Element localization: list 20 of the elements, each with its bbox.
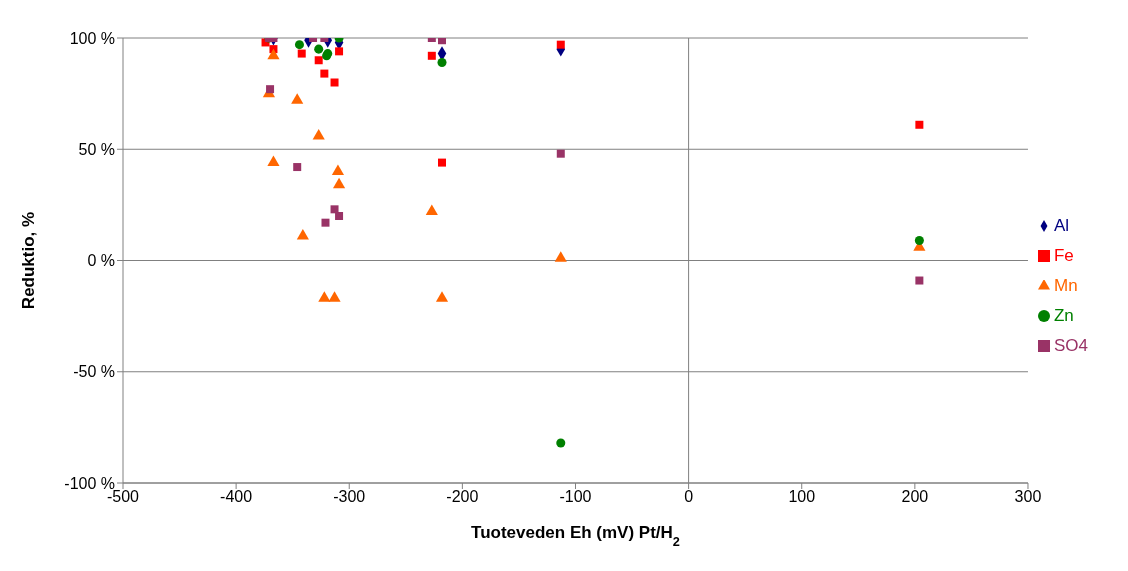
x-axis-title: Tuoteveden Eh (mV) Pt/H$_{2}$ [471,523,680,549]
y-tick-label: 0 % [87,252,115,270]
legend-label: Fe [1053,245,1074,265]
y-axis-title: Reduktio, % [19,211,39,310]
x-tick-label: 100 [788,488,816,506]
y-tick-label: -50 % [73,363,115,381]
y-tick-label: 50 % [78,140,115,158]
x-tick-label: -400 [220,488,253,506]
x-tick-label: 300 [1014,488,1042,506]
x-tick-label: 200 [901,488,929,506]
legend-label: Mn [1053,275,1078,295]
x-tick-label: -200 [446,488,479,506]
legend-label: SO4 [1053,335,1088,355]
x-tick-label: -100 [559,488,592,506]
y-tick-label: 100 % [69,29,115,47]
x-tick-label: -300 [333,488,366,506]
x-tick-label: 0 [684,488,694,506]
legend-label: Zn [1053,305,1074,325]
x-tick-label: -500 [106,488,140,506]
legend-label: Al [1053,215,1070,235]
